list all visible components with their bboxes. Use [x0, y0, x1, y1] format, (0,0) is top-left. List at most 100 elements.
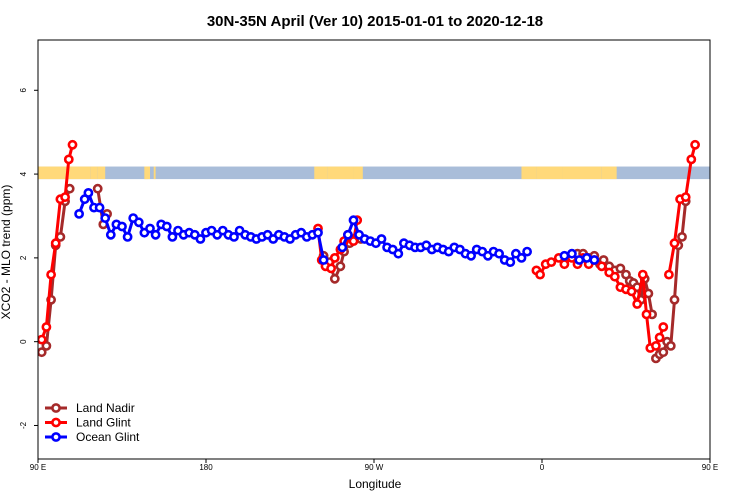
data-point-ocean-glint	[567, 248, 577, 259]
legend-item-land-glint: Land Glint	[45, 416, 131, 430]
chart-title: 30N-35N April (Ver 10) 2015-01-01 to 202…	[207, 13, 543, 30]
data-point-land-glint	[535, 269, 545, 280]
data-point-ocean-glint	[167, 231, 178, 242]
land-mask-band	[38, 166, 750, 180]
data-point-ocean-glint	[117, 221, 127, 232]
x-tick-label: 90 W	[365, 463, 384, 472]
data-point-ocean-glint	[100, 213, 111, 223]
land-band-segment	[738, 167, 750, 180]
data-point-land-glint	[50, 238, 61, 249]
series-ocean-glint	[74, 187, 750, 267]
land-band-segment	[353, 166, 363, 180]
land-band-segment	[144, 166, 150, 180]
y-tick-label: -2	[19, 421, 28, 429]
data-point-land-nadir	[734, 221, 741, 228]
y-axis: -2 0 2 4 6	[19, 88, 38, 429]
data-point-ocean-glint	[195, 234, 206, 244]
data-point-ocean-glint	[522, 246, 532, 257]
data-point-land-glint	[686, 154, 697, 165]
legend-swatch-marker	[51, 403, 61, 413]
data-point-ocean-glint	[727, 189, 734, 196]
data-point-ocean-glint	[105, 229, 116, 240]
data-point-land-glint	[41, 322, 52, 332]
series-line-land-nadir	[729, 189, 742, 225]
data-point-ocean-glint	[145, 223, 155, 234]
data-point-land-glint	[46, 269, 56, 280]
data-point-land-glint	[63, 154, 74, 165]
y-tick-label: 0	[19, 339, 28, 344]
data-point-ocean-glint	[150, 229, 161, 240]
data-point-land-glint	[326, 263, 336, 274]
legend-label: Land Nadir	[76, 401, 135, 415]
data-point-ocean-glint	[716, 210, 723, 217]
data-point-land-nadir	[665, 340, 676, 351]
data-point-land-glint	[664, 269, 674, 280]
data-point-ocean-glint	[83, 187, 94, 198]
x-axis-label: Longitude	[349, 477, 402, 491]
data-point-land-nadir	[738, 210, 745, 217]
data-point-land-nadir	[92, 183, 103, 194]
data-point-land-glint	[67, 139, 78, 150]
data-point-land-nadir	[729, 185, 736, 192]
x-tick-label: 180	[199, 463, 213, 472]
data-point-land-glint	[609, 271, 620, 282]
land-band-segment	[38, 166, 91, 180]
data-point-ocean-glint	[74, 208, 84, 219]
data-point-ocean-glint	[574, 255, 585, 265]
data-point-ocean-glint	[393, 248, 404, 259]
land-band-segment	[521, 166, 537, 180]
data-point-land-glint	[637, 269, 648, 280]
data-point-ocean-glint	[318, 255, 329, 265]
data-point-land-glint	[632, 299, 643, 309]
land-band-segment	[314, 166, 328, 180]
x-tick-label: 0	[540, 463, 545, 472]
data-point-land-glint	[60, 192, 70, 202]
data-point-ocean-glint	[466, 250, 476, 261]
data-point-land-nadir	[329, 273, 340, 284]
data-point-ocean-glint	[505, 257, 516, 267]
data-point-ocean-glint	[559, 250, 570, 261]
data-point-land-nadir	[335, 261, 346, 272]
data-point-land-nadir	[615, 263, 626, 274]
data-point-land-glint	[651, 340, 661, 351]
land-band-segment	[97, 166, 106, 180]
data-point-ocean-glint	[94, 202, 105, 213]
y-tick-label: 2	[19, 255, 28, 260]
land-band-segment	[536, 166, 563, 180]
data-point-land-glint	[658, 322, 669, 332]
y-tick-label: 4	[19, 171, 28, 176]
data-point-land-nadir	[677, 231, 687, 242]
land-band-segment	[562, 166, 602, 180]
data-point-ocean-glint	[313, 227, 323, 238]
data-point-ocean-glint	[122, 231, 133, 242]
legend-swatch-marker	[51, 417, 61, 428]
data-point-land-nadir	[725, 185, 732, 192]
data-point-land-glint	[546, 257, 557, 267]
data-point-land-glint	[329, 252, 340, 263]
land-band-segment	[90, 166, 98, 180]
plot-frame	[37, 39, 711, 460]
data-point-land-glint	[669, 238, 680, 249]
data-point-ocean-glint	[337, 242, 348, 253]
data-point-ocean-glint	[161, 221, 172, 232]
data-point-ocean-glint	[376, 234, 387, 244]
series-line-ocean-glint	[719, 193, 750, 237]
data-point-ocean-glint	[342, 229, 353, 240]
data-point-land-nadir	[669, 294, 680, 305]
series-layer	[38, 139, 750, 364]
data-point-land-glint	[559, 259, 570, 270]
data-point-ocean-glint	[589, 255, 600, 265]
data-point-ocean-glint	[348, 215, 359, 226]
data-point-ocean-glint	[494, 248, 504, 259]
data-point-land-glint	[641, 309, 652, 320]
legend-label: Land Glint	[76, 416, 131, 430]
land-band-segment	[327, 166, 354, 180]
land-band-segment	[153, 166, 156, 180]
x-tick-label: 90 E	[30, 463, 46, 472]
x-axis: 90 E 180 90 W 0 90 E	[30, 459, 718, 472]
legend-label: Ocean Glint	[76, 430, 140, 444]
legend-item-ocean-glint: Ocean Glint	[45, 430, 140, 444]
data-point-ocean-glint	[229, 231, 239, 242]
data-point-ocean-glint	[133, 217, 144, 228]
